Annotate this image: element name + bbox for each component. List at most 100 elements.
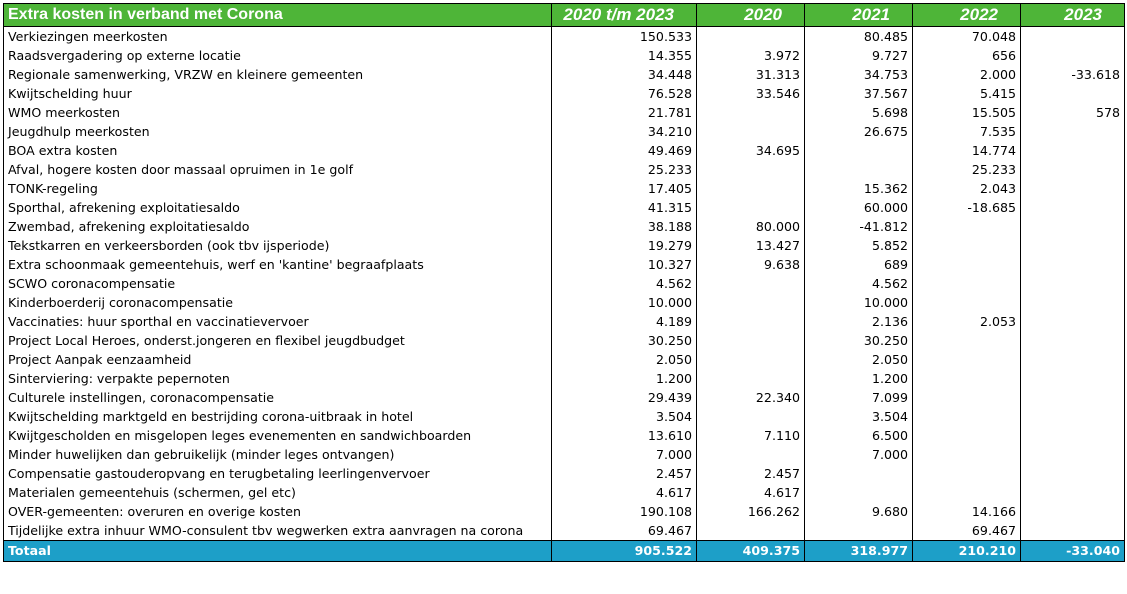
table-row: Tijdelijke extra inhuur WMO-consulent tb… [3,521,1125,541]
row-label: Kinderboerderij coronacompensatie [3,293,552,312]
value-cell [696,350,805,369]
value-cell [1020,331,1125,350]
value-cell: 4.617 [696,483,805,502]
value-cell: 13.610 [551,426,697,445]
value-cell [696,274,805,293]
table-footer: Totaal 905.522 409.375 318.977 210.210 -… [3,540,1125,562]
table-row: SCWO coronacompensatie 4.562 4.562 [3,274,1125,293]
value-cell [696,445,805,464]
column-header: 2021 [804,3,913,27]
value-cell [912,407,1021,426]
value-cell: 49.469 [551,141,697,160]
value-cell: 34.210 [551,122,697,141]
table-row: Jeugdhulp meerkosten 34.210 26.675 7.535 [3,122,1125,141]
value-cell: 166.262 [696,502,805,521]
value-cell: 4.562 [551,274,697,293]
value-cell: 4.189 [551,312,697,331]
value-cell: 656 [912,46,1021,65]
corona-costs-table: Extra kosten in verband met Corona 2020 … [3,3,1125,562]
value-cell: 76.528 [551,84,697,103]
value-cell: 9.680 [804,502,913,521]
row-label: Regionale samenwerking, VRZW en kleinere… [3,65,552,84]
value-cell: 33.546 [696,84,805,103]
total-cell: 210.210 [912,540,1021,562]
value-cell [912,369,1021,388]
value-cell [1020,46,1125,65]
value-cell: 5.698 [804,103,913,122]
value-cell [912,236,1021,255]
value-cell: 14.166 [912,502,1021,521]
row-label: Sporthal, afrekening exploitatiesaldo [3,198,552,217]
value-cell [1020,502,1125,521]
value-cell: 578 [1020,103,1125,122]
row-label: OVER-gemeenten: overuren en overige kost… [3,502,552,521]
table-row: Sinterviering: verpakte pepernoten 1.200 1… [3,369,1125,388]
row-label: Project Aanpak eenzaamheid [3,350,552,369]
value-cell: 34.448 [551,65,697,84]
row-label: Kwijtschelding marktgeld en bestrijding … [3,407,552,426]
total-label: Totaal [3,540,552,562]
table-row: Raadsvergadering op externe locatie 14.35… [3,46,1125,65]
value-cell: 4.562 [804,274,913,293]
value-cell: 30.250 [804,331,913,350]
value-cell [696,312,805,331]
value-cell [912,445,1021,464]
table-row: Project Aanpak eenzaamheid 2.050 2.050 [3,350,1125,369]
value-cell: 9.727 [804,46,913,65]
table-row: Project Local Heroes, onderst.jongeren e… [3,331,1125,350]
value-cell [696,179,805,198]
row-label: TONK-regeling [3,179,552,198]
value-cell [912,274,1021,293]
value-cell [696,407,805,426]
total-cell: -33.040 [1020,540,1125,562]
value-cell: 2.457 [551,464,697,483]
table-row: Kwijtgescholden en misgelopen leges even… [3,426,1125,445]
value-cell [804,483,913,502]
value-cell [1020,521,1125,541]
column-header: 2020 [696,3,805,27]
value-cell [696,369,805,388]
value-cell [1020,255,1125,274]
value-cell: 25.233 [551,160,697,179]
row-label: Sinterviering: verpakte pepernoten [3,369,552,388]
row-label: Kwijtgescholden en misgelopen leges even… [3,426,552,445]
row-label: Afval, hogere kosten door massaal opruim… [3,160,552,179]
row-label: Minder huwelijken dan gebruikelijk (mind… [3,445,552,464]
row-label: Raadsvergadering op externe locatie [3,46,552,65]
value-cell: -41.812 [804,217,913,236]
table-row: Sporthal, afrekening exploitatiesaldo 41.… [3,198,1125,217]
value-cell: -18.685 [912,198,1021,217]
table-row: Zwembad, afrekening exploitatiesaldo 38.1… [3,217,1125,236]
column-header: 2022 [912,3,1021,27]
value-cell: 2.136 [804,312,913,331]
row-label: SCWO coronacompensatie [3,274,552,293]
value-cell [1020,179,1125,198]
table-row: OVER-gemeenten: overuren en overige kost… [3,502,1125,521]
value-cell: 17.405 [551,179,697,198]
value-cell [1020,350,1125,369]
table-row: Verkiezingen meerkosten 150.533 80.485 70.0… [3,26,1125,46]
value-cell: 31.313 [696,65,805,84]
value-cell [696,103,805,122]
column-header: 2023 [1020,3,1125,27]
value-cell [696,521,805,541]
row-label: Kwijtschelding huur [3,84,552,103]
value-cell: 14.774 [912,141,1021,160]
value-cell: 29.439 [551,388,697,407]
value-cell: 70.048 [912,26,1021,46]
value-cell [1020,274,1125,293]
table-row: Culturele instellingen, coronacompensati… [3,388,1125,407]
value-cell [912,388,1021,407]
value-cell: 3.972 [696,46,805,65]
row-label: Tijdelijke extra inhuur WMO-consulent tb… [3,521,552,541]
value-cell: 5.852 [804,236,913,255]
value-cell: 21.781 [551,103,697,122]
table-row: Minder huwelijken dan gebruikelijk (mind… [3,445,1125,464]
row-label: Compensatie gastouderopvang en terugbeta… [3,464,552,483]
table-row: BOA extra kosten 49.469 34.695 14.774 [3,141,1125,160]
value-cell [1020,407,1125,426]
value-cell: 2.050 [804,350,913,369]
row-label: Materialen gemeentehuis (schermen, gel e… [3,483,552,502]
value-cell: 69.467 [551,521,697,541]
value-cell: 22.340 [696,388,805,407]
